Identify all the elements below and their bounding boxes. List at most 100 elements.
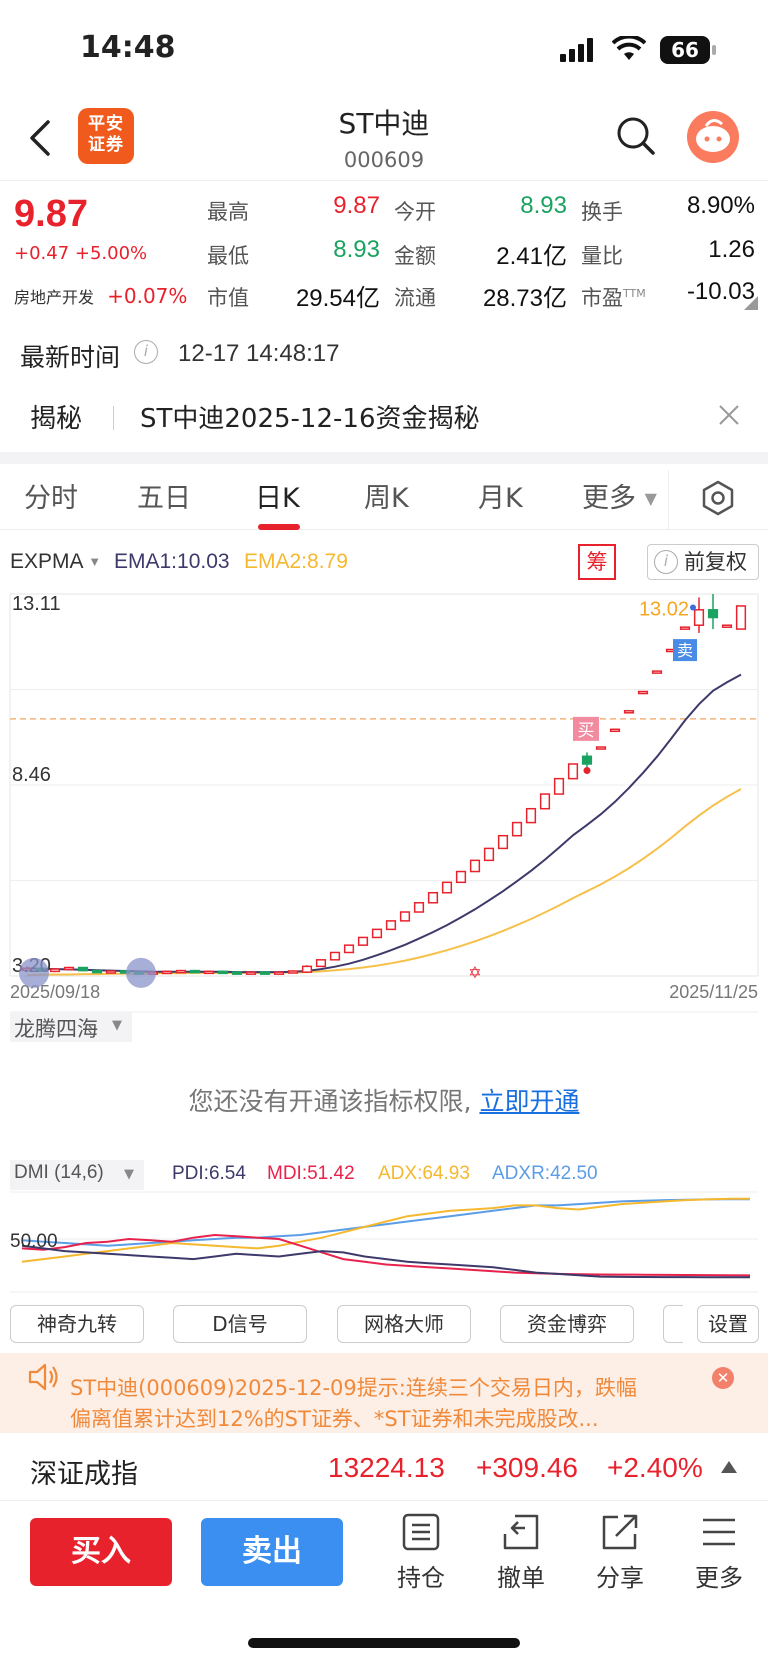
ema2-value: EMA2:8.79 <box>244 550 348 573</box>
quote-label: 量比 <box>581 244 623 268</box>
candle-body <box>231 971 243 975</box>
index-value: 13224.13 <box>328 1452 445 1483</box>
permission-notice: 您还没有开通该指标权限, 立即开通 <box>0 1082 768 1118</box>
tab-intraday[interactable]: 分时 <box>24 483 78 514</box>
candle-body <box>245 971 257 975</box>
info-icon[interactable]: i <box>134 340 158 364</box>
indicator-name: EXPMA <box>10 550 83 573</box>
index-pct: +2.40% <box>607 1452 703 1483</box>
battery-level: 66 <box>671 38 699 62</box>
index-change: +309.46 <box>476 1452 578 1483</box>
tab-weekly-k[interactable]: 周K <box>364 483 409 514</box>
chevron-up-icon[interactable] <box>720 1460 738 1474</box>
quote-value: 28.73亿 <box>482 285 567 312</box>
tab-daily-k[interactable]: 日K <box>255 483 300 514</box>
quote-label: 市值 <box>207 286 249 310</box>
status-time: 14:48 <box>80 30 176 65</box>
share-button[interactable]: 分享 <box>580 1512 660 1593</box>
dmi-name: DMI (14,6) <box>14 1162 104 1183</box>
sell-button[interactable]: 卖出 <box>201 1518 343 1586</box>
tab-five-day[interactable]: 五日 <box>137 483 191 514</box>
longteng-name: 龙腾四海 <box>14 1017 98 1041</box>
adjust-button[interactable]: 前复权 <box>647 544 759 580</box>
tab-more[interactable]: 更多 ▼ <box>582 476 657 515</box>
reveal-tag: 揭秘 <box>30 404 83 434</box>
tool-button-d-signal[interactable]: D信号 <box>173 1305 307 1343</box>
y-tick-label: 13.11 <box>12 593 61 615</box>
tool-button-nine-turn[interactable]: 神奇九转 <box>10 1305 144 1343</box>
back-icon[interactable] <box>28 118 52 158</box>
candle-body <box>455 870 467 884</box>
buy-marker-box <box>573 716 599 741</box>
quote-label: 流通 <box>394 286 436 310</box>
reveal-divider <box>113 406 114 430</box>
candle-body <box>441 881 453 894</box>
candlestick-chart[interactable]: 13.118.463.202025/09/182025/11/2513.02买卖… <box>0 588 768 1028</box>
index-name: 深证成指 <box>30 1459 138 1490</box>
candle-body <box>217 970 229 975</box>
notice-line1: ST中迪(000609)2025-12-09提示:连续三个交易日内，跌幅 <box>70 1376 637 1400</box>
stock-name: ST中迪 <box>338 107 430 140</box>
battery-cap <box>712 45 716 55</box>
cancel-order-button[interactable]: 撤单 <box>481 1512 561 1593</box>
candle-body <box>469 859 481 873</box>
sell-marker-box <box>673 639 697 662</box>
corner-expand-icon[interactable] <box>744 296 758 310</box>
index-bar[interactable] <box>0 1433 768 1501</box>
tool-button-capital-game[interactable]: 资金博弈 <box>500 1305 634 1343</box>
chevron-down-icon: ▼ <box>88 554 102 569</box>
notice-line2: 偏离值累计达到12%的ST证券、*ST证券和未完成股改... <box>70 1407 599 1431</box>
reveal-link[interactable]: ST中迪2025-12-16资金揭秘 <box>140 404 480 434</box>
broker-logo[interactable]: 平安证券 <box>78 108 134 164</box>
tool-settings-button[interactable]: 设置 <box>697 1305 759 1343</box>
more-button[interactable]: 更多 <box>679 1512 759 1593</box>
notice-close-icon[interactable]: ✕ <box>712 1367 734 1389</box>
chevron-down-icon: ▼ <box>644 489 657 508</box>
chip-button[interactable]: 筹 <box>578 544 616 580</box>
holdings-button[interactable]: 持仓 <box>381 1512 461 1593</box>
candle-body <box>399 911 411 922</box>
activate-link[interactable]: 立即开通 <box>479 1087 580 1116</box>
tab-monthly-k[interactable]: 月K <box>478 483 523 514</box>
high-value-label: 13.02 <box>639 598 689 620</box>
candle-body <box>91 969 103 974</box>
more-menu-icon <box>703 1518 735 1546</box>
dmi-adxr-line <box>21 1198 750 1247</box>
dmi-pdi-line <box>21 1244 750 1279</box>
sell-marker-label: 卖 <box>677 641 693 660</box>
candle-body <box>483 847 495 862</box>
quote-label: 换手 <box>581 200 623 224</box>
share-label: 分享 <box>596 1564 644 1592</box>
section-separator <box>0 452 768 464</box>
assistant-avatar-icon[interactable] <box>686 110 740 164</box>
current-price: 9.87 <box>14 193 88 235</box>
buy-button[interactable]: 买入 <box>30 1518 172 1586</box>
indicator-selector[interactable]: EXPMA ▼ <box>10 550 101 574</box>
info-icon: i <box>654 550 678 574</box>
quote-value: 2.41亿 <box>496 243 567 270</box>
search-icon[interactable] <box>616 116 656 156</box>
tool-button-partial[interactable] <box>663 1305 683 1343</box>
candle-body <box>693 609 705 626</box>
candle-body <box>497 834 509 850</box>
signal-icon <box>560 38 593 62</box>
dmi-selector[interactable]: DMI (14,6) ▼ <box>10 1160 144 1190</box>
buy-marker-dot <box>583 767 591 775</box>
sector-info[interactable]: 房地产开发 +0.07% <box>14 284 187 308</box>
tool-button-grid-master[interactable]: 网格大师 <box>337 1305 471 1343</box>
candle-body <box>553 777 565 795</box>
dmi-mdi: MDI:51.42 <box>267 1163 355 1184</box>
home-indicator <box>248 1638 520 1648</box>
quote-label: 最低 <box>207 244 249 268</box>
notice-banner[interactable] <box>0 1353 768 1433</box>
gear-icon[interactable] <box>700 480 736 516</box>
dmi-chart[interactable]: 50.00 <box>0 1188 768 1300</box>
ema2-line <box>26 788 742 977</box>
longteng-selector[interactable]: 龙腾四海 ▼ <box>10 1012 132 1042</box>
close-icon[interactable] <box>718 404 740 426</box>
dmi-tick-label: 50.00 <box>10 1231 58 1252</box>
chevron-down-icon: ▼ <box>112 1018 122 1033</box>
candle-body <box>679 626 691 630</box>
y-tick-label: 8.46 <box>12 764 51 786</box>
candle-body <box>609 728 621 733</box>
